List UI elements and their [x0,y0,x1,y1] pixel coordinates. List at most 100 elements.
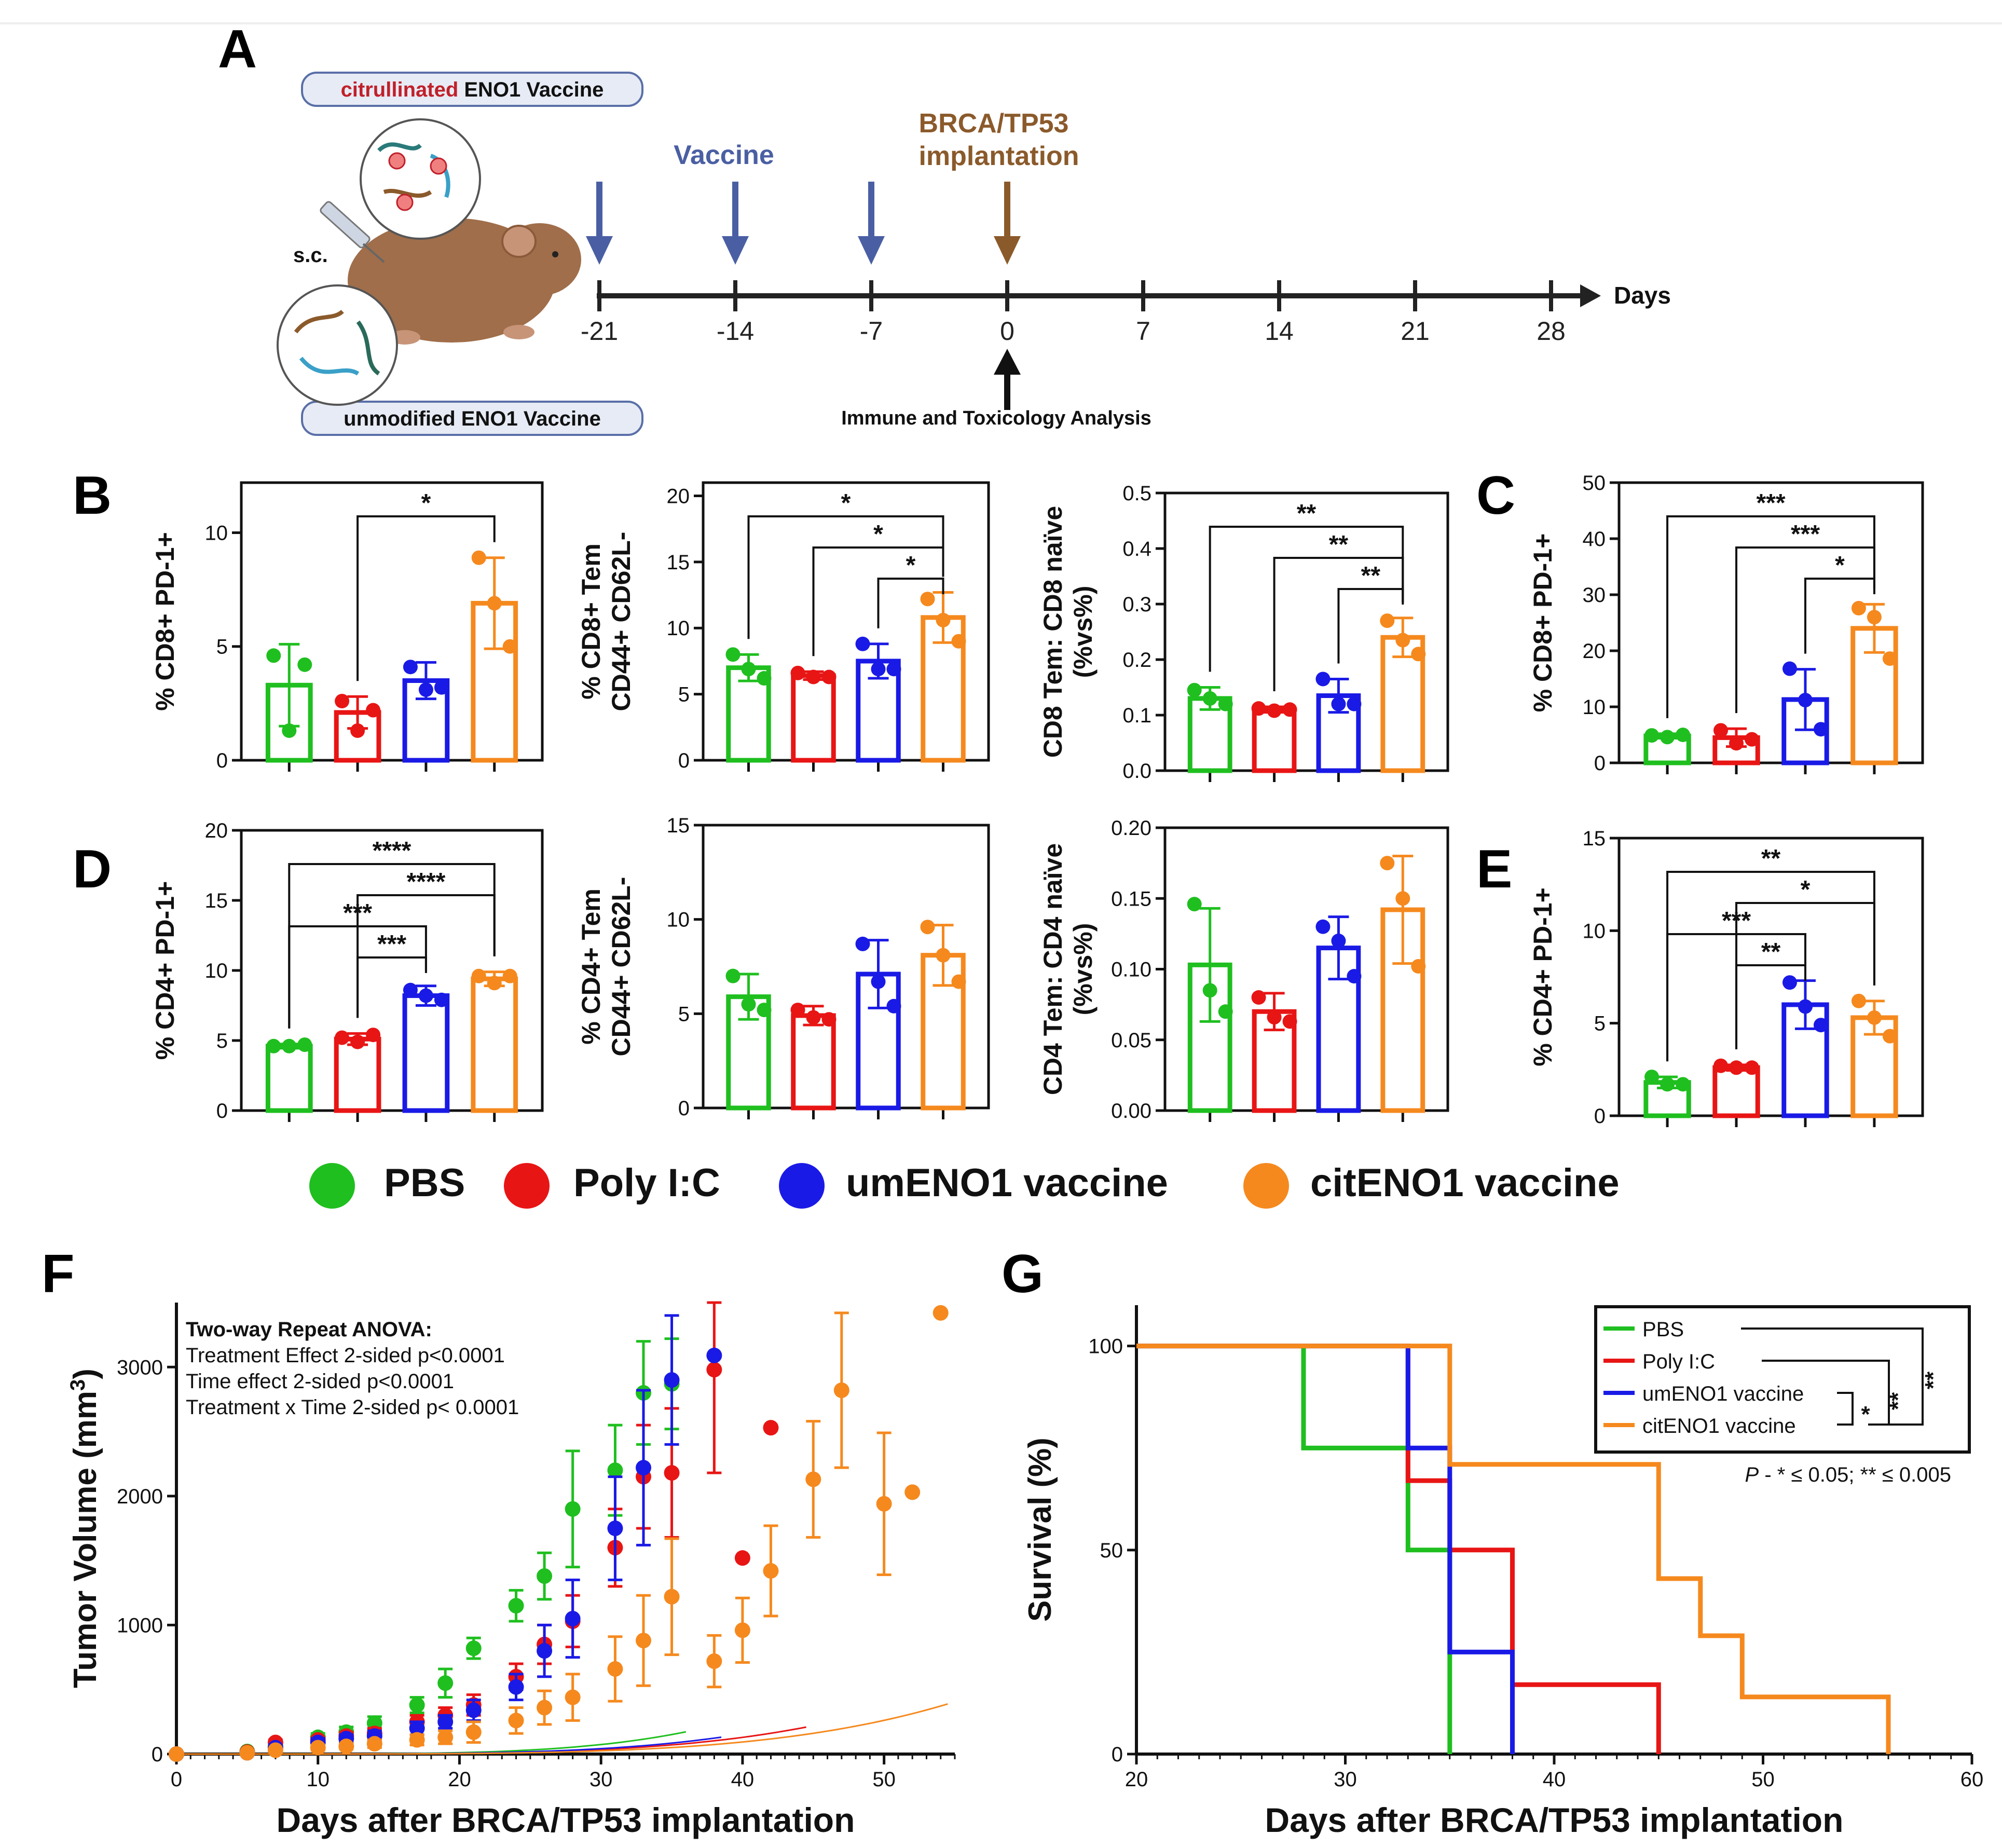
data-point [790,1003,805,1018]
timeline-tick-label: 28 [1537,317,1566,346]
data-point [664,1589,680,1605]
y-tick-label: 100 [1088,1335,1123,1358]
sig-bracket [1741,1327,1924,1426]
y-tick-label: 0 [152,1743,163,1766]
data-point [409,1720,425,1736]
data-point [1745,732,1760,747]
sig-label: ** [1885,1392,1911,1410]
timeline-tick-label: 0 [1000,317,1014,346]
y-tick-label: 1000 [117,1614,163,1637]
plot-frame [240,829,544,1112]
data-point [1315,672,1331,687]
y-tick-label: 0 [1112,1743,1123,1766]
anova-annotation: Treatment x Time 2-sided p< 0.0001 [186,1396,519,1419]
x-tick-label: 40 [731,1768,755,1791]
legend-marker [1243,1163,1289,1209]
data-point [757,671,772,686]
data-point [920,920,935,935]
significance-bracket [1273,557,1404,691]
y-tick-label: 40 [1583,528,1606,551]
y-axis-label: % CD8+ PD-1+ [1528,533,1557,713]
y-tick-label: 5 [678,683,690,706]
data-point [565,1611,581,1626]
chart-f-tumor-volume: 0 1000 2000 3000 0 10 20 30 40 50 Days after BRCA/… [66,1301,956,1839]
y-axis-label: % CD4+ PD-1+ [150,881,180,1060]
data-point [790,665,805,680]
data-point [1882,1029,1897,1044]
sig-bracket [1762,1360,1890,1426]
x-axis-label: Days after BRCA/TP53 implantation [277,1801,855,1839]
timeline-days-label: Days [1614,282,1671,309]
y-axis-label: CD44+ CD62L- [607,532,636,711]
sig-label: ** [1921,1371,1946,1389]
chart-g-survival: 0 50 100 20 30 40 50 60 Days after BRCA/TP53 imp… [1022,1305,1983,1839]
y-tick-label: 3000 [117,1356,163,1379]
data-point [1251,990,1266,1005]
data-point [806,1010,821,1025]
data-point [418,682,433,697]
data-point [1798,693,1813,708]
y-tick-label: 0.3 [1122,593,1151,616]
plot-frame [240,481,544,762]
data-point [366,1028,381,1043]
plot-frame [1163,491,1449,772]
x-tick-label: 40 [1543,1768,1566,1791]
data-point [350,723,365,738]
data-point [1745,1060,1760,1075]
anova-annotation: Treatment Effect 2-sided p<0.0001 [186,1344,505,1367]
data-point [1867,1010,1882,1025]
significance-label: ** [1329,531,1349,558]
plot-frame [1617,837,1924,1117]
data-point [1202,983,1217,998]
y-tick-label: 5 [216,1030,228,1052]
data-point [565,1501,581,1517]
data-point [434,680,449,695]
x-tick-label: 0 [171,1768,182,1791]
data-point [886,998,901,1014]
data-point [734,1622,750,1638]
data-point [855,636,870,651]
bar [791,1013,836,1111]
y-tick-label: 15 [667,551,690,574]
significance-bracket [1804,578,1875,654]
legend-label: PBS [1642,1318,1684,1341]
data-point [936,612,951,627]
panel-a: A citrullinated ENO1 Vaccine unmodified … [218,19,1671,436]
data-point [1782,975,1797,990]
data-point [1380,856,1395,871]
y-tick-label: 0 [1594,752,1606,775]
data-point [871,974,886,989]
data-point [706,1653,722,1669]
y-tick-label: 0.05 [1111,1029,1151,1052]
significance-bracket [1666,933,1806,1062]
data-point [1729,736,1744,751]
syringe-icon [320,201,385,263]
data-point [1851,600,1866,615]
significance-label: ** [1361,562,1381,590]
y-axis-label: Survival (%) [1022,1438,1058,1622]
legend-marker [779,1163,825,1209]
y-tick-label: 0.10 [1111,959,1151,981]
data-point [335,1030,350,1045]
y-tick-label: 0.4 [1122,538,1151,560]
legend-label: PBS [384,1161,465,1205]
implant-label-line2: implantation [918,141,1079,171]
timeline-tick-label: 7 [1136,317,1150,346]
y-axis-label: % CD4+ Tem [577,888,606,1045]
survival-legend: PBS Poly I:C umENO1 vaccine citENO1 vaccine… [1594,1305,1971,1454]
data-point [725,968,741,983]
data-point [434,992,449,1007]
significance-bracket [356,956,427,1018]
data-point [1251,701,1266,716]
data-point [1644,728,1660,743]
data-point [297,657,312,672]
legend-label: citENO1 vaccine [1642,1415,1796,1438]
y-tick-label: 0.1 [1122,704,1151,727]
y-tick-label: 10 [1583,696,1606,719]
sig-bracket [1837,1392,1854,1426]
data-point [465,1640,482,1657]
data-point [502,968,517,983]
data-point [403,982,418,997]
y-tick-label: 10 [205,522,228,544]
